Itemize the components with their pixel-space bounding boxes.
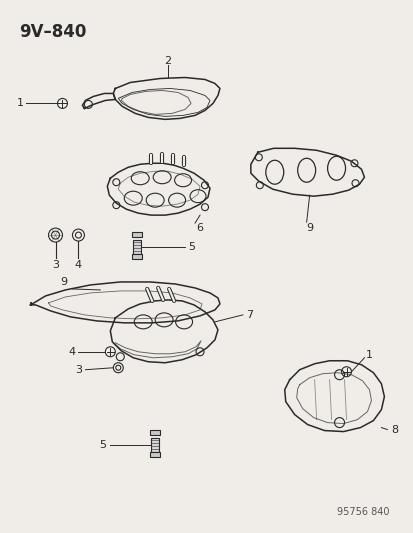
Text: 5: 5 xyxy=(99,440,106,449)
Text: 2: 2 xyxy=(164,55,171,66)
Text: 1: 1 xyxy=(365,350,372,360)
Text: 8: 8 xyxy=(390,425,397,434)
Text: 3: 3 xyxy=(75,365,82,375)
Text: 4: 4 xyxy=(69,347,76,357)
Text: 3: 3 xyxy=(52,260,59,270)
Bar xyxy=(132,254,142,259)
Bar xyxy=(150,430,160,434)
Bar xyxy=(132,232,142,237)
Text: 6: 6 xyxy=(196,223,203,233)
Text: 9: 9 xyxy=(60,277,67,287)
Bar xyxy=(151,438,159,451)
Text: 9V–840: 9V–840 xyxy=(19,22,86,41)
Text: 95756 840: 95756 840 xyxy=(336,507,389,518)
Text: 4: 4 xyxy=(75,260,82,270)
Bar xyxy=(133,240,141,254)
Text: 9: 9 xyxy=(305,223,313,233)
Text: 5: 5 xyxy=(188,242,195,252)
Bar xyxy=(150,451,160,456)
Text: 7: 7 xyxy=(246,310,253,320)
Text: 1: 1 xyxy=(17,99,24,108)
